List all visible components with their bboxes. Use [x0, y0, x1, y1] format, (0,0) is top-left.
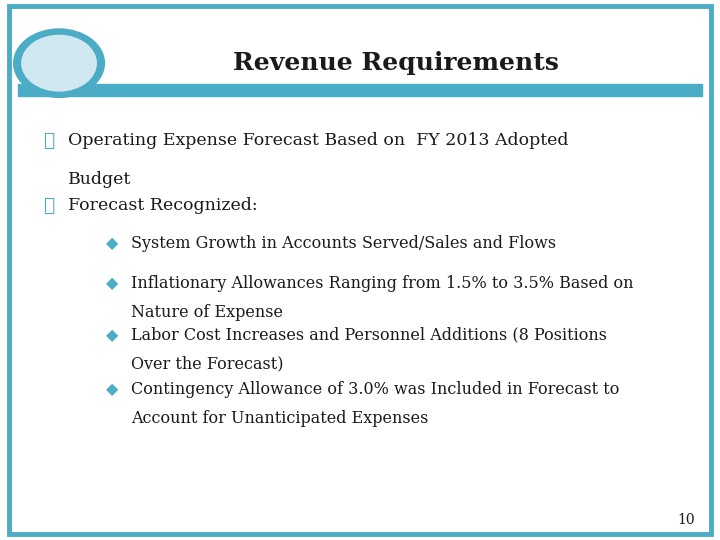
Text: 10: 10	[678, 512, 695, 526]
Text: ◆: ◆	[105, 327, 118, 343]
FancyBboxPatch shape	[9, 6, 711, 534]
Circle shape	[14, 30, 104, 97]
Text: System Growth in Accounts Served/Sales and Flows: System Growth in Accounts Served/Sales a…	[131, 235, 556, 252]
Text: ◆: ◆	[105, 235, 118, 252]
Text: Forecast Recognized:: Forecast Recognized:	[68, 197, 258, 214]
Text: Operating Expense Forecast Based on  FY 2013 Adopted: Operating Expense Forecast Based on FY 2…	[68, 132, 569, 149]
Text: ◆: ◆	[105, 275, 118, 292]
Circle shape	[21, 35, 97, 92]
Text: ❖: ❖	[43, 197, 55, 215]
Bar	[18, 84, 702, 96]
Text: Inflationary Allowances Ranging from 1.5% to 3.5% Based on: Inflationary Allowances Ranging from 1.5…	[131, 275, 634, 292]
Text: Account for Unanticipated Expenses: Account for Unanticipated Expenses	[131, 409, 428, 427]
Text: Over the Forecast): Over the Forecast)	[131, 355, 284, 373]
Text: Budget: Budget	[68, 171, 132, 188]
Text: ❖: ❖	[43, 132, 55, 150]
Text: Revenue Requirements: Revenue Requirements	[233, 51, 559, 75]
Text: ◆: ◆	[105, 381, 118, 397]
Text: Labor Cost Increases and Personnel Additions (8 Positions: Labor Cost Increases and Personnel Addit…	[131, 327, 607, 343]
Text: Contingency Allowance of 3.0% was Included in Forecast to: Contingency Allowance of 3.0% was Includ…	[131, 381, 619, 397]
Text: Nature of Expense: Nature of Expense	[131, 304, 283, 321]
